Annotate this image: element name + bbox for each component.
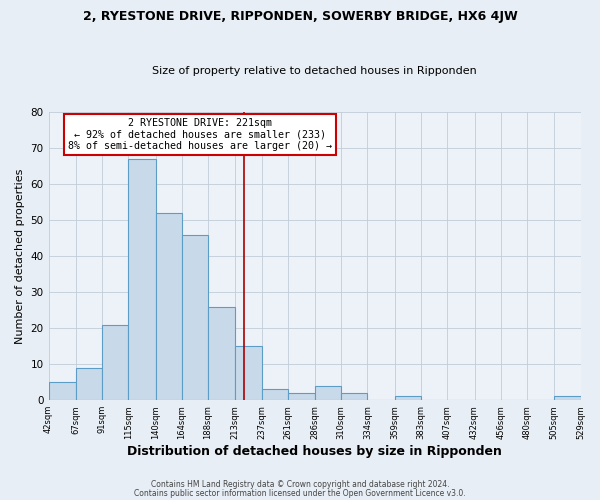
Text: Contains HM Land Registry data © Crown copyright and database right 2024.: Contains HM Land Registry data © Crown c… [151, 480, 449, 489]
Bar [554, 396, 581, 400]
Bar [182, 234, 208, 400]
Bar [288, 393, 315, 400]
Y-axis label: Number of detached properties: Number of detached properties [15, 168, 25, 344]
Title: Size of property relative to detached houses in Ripponden: Size of property relative to detached ho… [152, 66, 477, 76]
Bar [76, 368, 102, 400]
Bar [102, 324, 128, 400]
Bar [395, 396, 421, 400]
Bar [235, 346, 262, 400]
Bar [128, 159, 155, 400]
Bar [208, 306, 235, 400]
X-axis label: Distribution of detached houses by size in Ripponden: Distribution of detached houses by size … [127, 444, 502, 458]
Text: Contains public sector information licensed under the Open Government Licence v3: Contains public sector information licen… [134, 488, 466, 498]
Text: 2, RYESTONE DRIVE, RIPPONDEN, SOWERBY BRIDGE, HX6 4JW: 2, RYESTONE DRIVE, RIPPONDEN, SOWERBY BR… [83, 10, 517, 23]
Bar [341, 393, 367, 400]
Bar [262, 390, 288, 400]
Bar [49, 382, 76, 400]
Bar [155, 213, 182, 400]
Bar [315, 386, 341, 400]
Text: 2 RYESTONE DRIVE: 221sqm
← 92% of detached houses are smaller (233)
8% of semi-d: 2 RYESTONE DRIVE: 221sqm ← 92% of detach… [68, 118, 332, 152]
